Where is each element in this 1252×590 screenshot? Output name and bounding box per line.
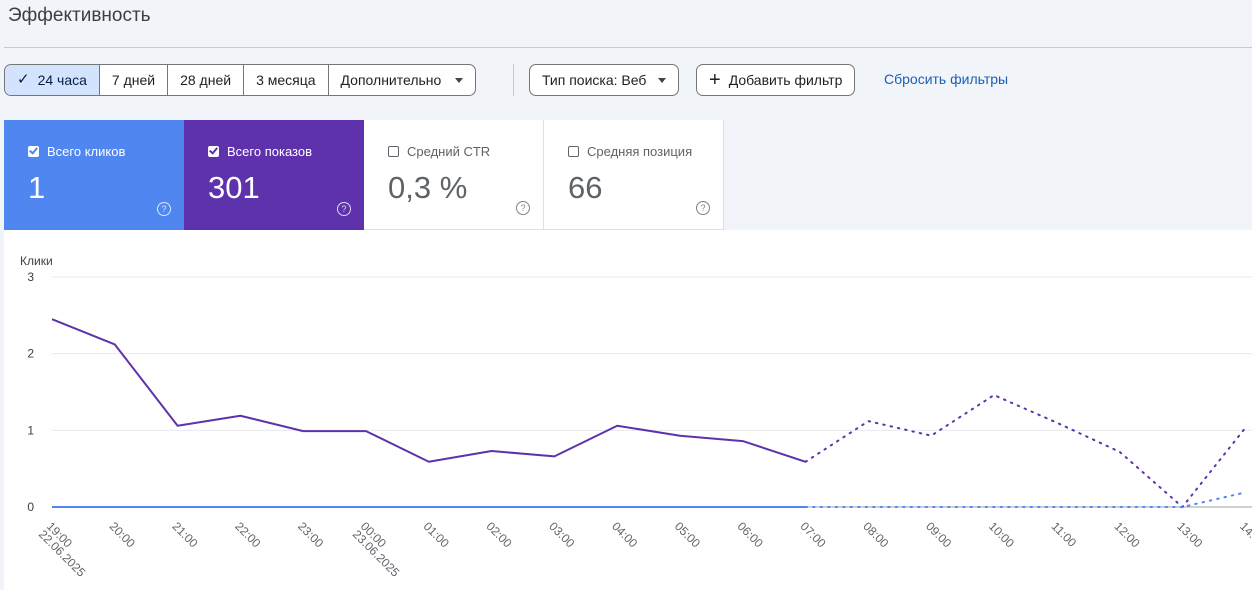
y-tick-label: 1 [27, 423, 34, 437]
x-tick-label: 04:00 [609, 519, 640, 550]
metric-cards: Всего кликов 1 ? Всего показов 301 ? Сре… [4, 120, 724, 230]
x-tick-label: 07:00 [797, 519, 828, 550]
metric-card-position[interactable]: Средняя позиция 66 ? [544, 120, 724, 230]
series-line-solid [51, 318, 806, 463]
x-tick-label: 14:00 [1237, 519, 1252, 550]
x-tick-label: 06:00 [735, 519, 766, 550]
y-tick-label: 0 [27, 500, 34, 514]
help-icon[interactable]: ? [337, 202, 351, 216]
series-line-dotted [804, 491, 1247, 508]
toolbar-separator [513, 64, 514, 96]
checkbox-unchecked-icon[interactable] [568, 146, 579, 157]
x-tick-label: 22:00 [232, 519, 263, 550]
series-line-dotted [804, 393, 1247, 509]
range-3m-label: 3 месяца [256, 72, 316, 88]
checkbox-unchecked-icon[interactable] [388, 146, 399, 157]
range-3m[interactable]: 3 месяца [244, 65, 329, 95]
search-type-label: Тип поиска: Веб [542, 72, 647, 88]
x-tick-label: 01:00 [421, 519, 452, 550]
add-filter-button[interactable]: + Добавить фильтр [696, 64, 856, 96]
range-7d[interactable]: 7 дней [100, 65, 169, 95]
x-tick-label: 08:00 [860, 519, 891, 550]
caret-down-icon [658, 77, 667, 83]
header-divider [4, 47, 1252, 48]
plus-icon: + [709, 69, 721, 91]
help-icon[interactable]: ? [516, 201, 530, 215]
help-icon[interactable]: ? [157, 202, 171, 216]
x-tick-label: 10:00 [986, 519, 1017, 550]
metric-label: Всего показов [227, 144, 312, 159]
x-tick-label: 03:00 [546, 519, 577, 550]
check-icon: ✓ [17, 71, 30, 88]
x-tick-label: 21:00 [169, 519, 200, 550]
range-28d[interactable]: 28 дней [168, 65, 245, 95]
metric-card-ctr[interactable]: Средний CTR 0,3 % ? [364, 120, 544, 230]
range-24h[interactable]: ✓ 24 часа [5, 65, 100, 95]
metric-label: Средний CTR [407, 144, 491, 159]
toolbar: ✓ 24 часа 7 дней 28 дней 3 месяца Дополн… [4, 64, 1244, 96]
caret-down-icon [455, 77, 464, 83]
metric-value: 0,3 % [388, 170, 468, 205]
add-filter-label: Добавить фильтр [728, 72, 843, 88]
y-axis-label: Клики [20, 254, 53, 268]
x-tick-label: 02:00 [483, 519, 514, 550]
metric-value: 301 [208, 170, 260, 205]
metric-value: 66 [568, 170, 603, 205]
metric-card-impressions[interactable]: Всего показов 301 ? [184, 120, 364, 230]
reset-filters-link[interactable]: Сбросить фильтры [884, 71, 1009, 87]
range-28d-label: 28 дней [180, 72, 232, 88]
checkbox-checked-icon[interactable] [28, 145, 39, 157]
range-24h-label: 24 часа [37, 72, 87, 88]
x-tick-label: 13:00 [1174, 519, 1205, 550]
search-type-dropdown[interactable]: Тип поиска: Веб [529, 64, 680, 96]
x-tick-label: 12:00 [1111, 519, 1142, 550]
range-more-dropdown[interactable]: Дополнительно [329, 65, 476, 95]
metric-card-clicks[interactable]: Всего кликов 1 ? [4, 120, 184, 230]
x-tick-label: 09:00 [923, 519, 954, 550]
page-title: Эффективность [8, 5, 151, 26]
metric-value: 1 [28, 170, 46, 205]
x-tick-label: 20:00 [107, 519, 138, 550]
x-tick-label: 11:00 [1049, 519, 1080, 550]
date-range-selector: ✓ 24 часа 7 дней 28 дней 3 месяца Дополн… [4, 64, 477, 96]
y-tick-label: 2 [27, 347, 34, 361]
x-tick-label: 05:00 [672, 519, 703, 550]
y-tick-label: 3 [27, 270, 34, 284]
metric-label: Средняя позиция [587, 144, 693, 159]
range-more-label: Дополнительно [340, 72, 442, 88]
checkbox-checked-icon[interactable] [208, 145, 219, 157]
performance-chart: Клики 0 1 2 3 19:00 22.06.2025 20:00 21:00 22:00 2… [4, 230, 1252, 590]
help-icon[interactable]: ? [696, 201, 710, 215]
x-tick-label: 23:00 [295, 519, 326, 550]
metric-label: Всего кликов [47, 144, 126, 159]
range-7d-label: 7 дней [111, 72, 156, 88]
